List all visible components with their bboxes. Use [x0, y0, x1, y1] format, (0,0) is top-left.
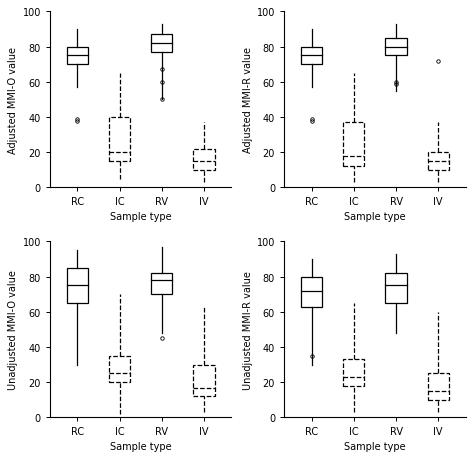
X-axis label: Sample type: Sample type: [110, 211, 172, 221]
Bar: [428, 153, 449, 170]
Bar: [109, 118, 130, 162]
X-axis label: Sample type: Sample type: [344, 211, 406, 221]
Bar: [385, 274, 407, 303]
Y-axis label: Adjusted MMI-R value: Adjusted MMI-R value: [243, 47, 253, 153]
X-axis label: Sample type: Sample type: [344, 441, 406, 451]
Y-axis label: Unadjusted MMI-R value: Unadjusted MMI-R value: [243, 270, 253, 389]
Y-axis label: Unadjusted MMI-O value: Unadjusted MMI-O value: [9, 270, 18, 390]
Bar: [193, 365, 215, 397]
Bar: [385, 39, 407, 56]
Bar: [151, 274, 173, 295]
Bar: [109, 356, 130, 382]
Bar: [301, 47, 322, 65]
Bar: [193, 149, 215, 170]
Y-axis label: Adjusted MMI-O value: Adjusted MMI-O value: [9, 47, 18, 154]
Bar: [301, 277, 322, 307]
Bar: [151, 35, 173, 53]
Bar: [343, 359, 365, 386]
Bar: [67, 268, 88, 303]
X-axis label: Sample type: Sample type: [110, 441, 172, 451]
Bar: [343, 123, 365, 167]
Bar: [67, 47, 88, 65]
Bar: [428, 374, 449, 400]
